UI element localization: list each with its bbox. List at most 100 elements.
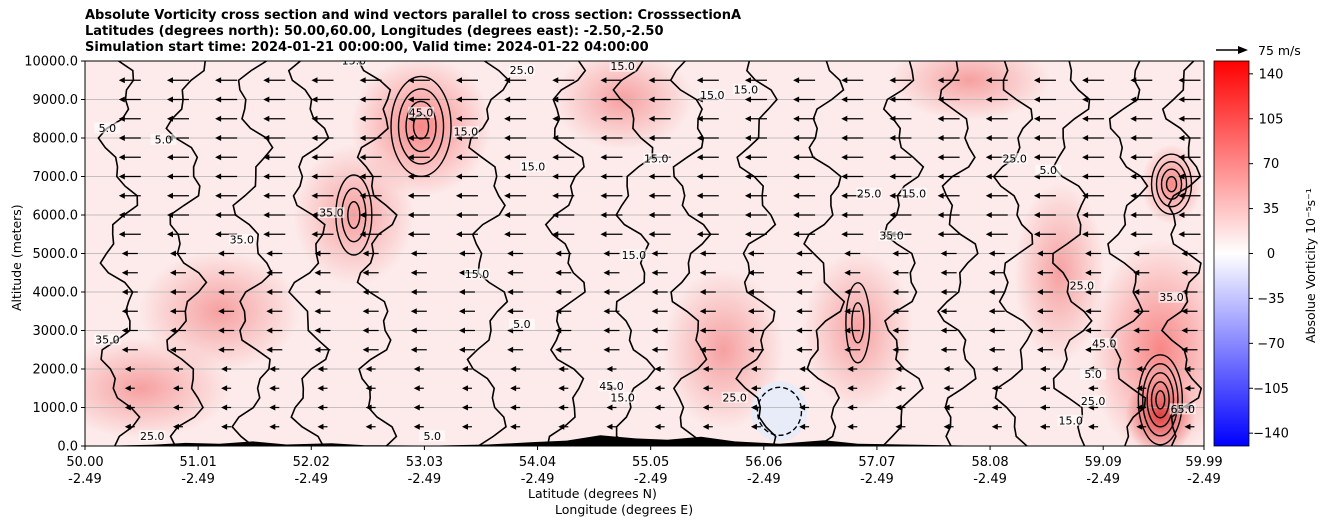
wind-vector-head	[118, 77, 125, 84]
wind-vector-head	[215, 135, 222, 141]
wind-vector-head	[699, 289, 706, 295]
wind-vector-head	[1082, 96, 1089, 103]
contour-label: 15.0	[454, 126, 479, 139]
contour-line	[735, 61, 778, 446]
contour-label-bg	[1035, 164, 1062, 176]
wind-vector-head	[121, 308, 128, 315]
x-tick-label-lon: -2.49	[634, 472, 668, 487]
contour-label: 35.0	[230, 233, 255, 246]
wind-vector-head	[606, 366, 613, 372]
wind-vector-head	[555, 250, 562, 257]
wind-vector-head	[172, 385, 179, 392]
wind-vector-head	[937, 77, 944, 84]
wind-vector-head	[799, 366, 806, 372]
contour-label: 5.0	[513, 318, 531, 331]
contour-label: 25.0	[1070, 280, 1095, 293]
wind-vector-head	[359, 173, 366, 180]
wind-vector-head	[407, 212, 414, 218]
x-tick-label-lat: 50.00	[66, 455, 103, 470]
wind-vector-head	[362, 289, 369, 295]
wind-vector-head	[988, 250, 995, 257]
contour-line	[882, 61, 925, 446]
wind-vector-head	[603, 269, 610, 276]
wind-vector-head	[600, 135, 607, 141]
wind-vector-head	[940, 269, 947, 276]
wind-vector-head	[362, 327, 369, 334]
wind-vector-head	[1082, 231, 1089, 238]
wind-vector-head	[1085, 269, 1092, 276]
wind-vector-head	[1130, 135, 1137, 141]
wind-vector-head	[311, 115, 318, 122]
wind-vector-head	[455, 231, 462, 238]
wind-vector-head	[744, 96, 751, 103]
x-tick-label-lon: -2.49	[860, 472, 894, 487]
contour-label-bg	[1091, 337, 1118, 349]
contour-label: 65.0	[1170, 403, 1195, 416]
wind-vector-head	[648, 115, 655, 122]
wind-vector-head	[940, 327, 947, 334]
x-tick-label-lat: 56.06	[745, 455, 782, 470]
contour-label: 25.0	[1081, 395, 1106, 408]
x-tick-label-lon: -2.49	[294, 472, 328, 487]
wind-vector-head	[407, 231, 414, 238]
wind-vector-head	[507, 308, 514, 315]
wind-vector-head	[889, 135, 896, 141]
wind-vector-head	[1130, 212, 1137, 218]
wind-vector-head	[118, 173, 125, 180]
wind-vector-head	[651, 346, 658, 353]
x-tick-label-lat: 57.07	[858, 455, 895, 470]
wind-vector-head	[648, 135, 655, 141]
wind-vector-head	[1133, 308, 1140, 315]
wind-vector-head	[1178, 192, 1185, 199]
wind-vector-head	[504, 212, 511, 218]
colorbar-tick-label: 0	[1267, 247, 1275, 262]
contour-label-bg	[508, 318, 535, 330]
wind-vector-head	[1039, 404, 1046, 411]
wind-vector-head	[218, 308, 225, 315]
wind-vector-head	[314, 308, 321, 315]
contour-line	[803, 61, 846, 446]
wind-vector-head	[555, 269, 562, 276]
x-tick-label-lat: 59.09	[1085, 455, 1122, 470]
wind-vector-head	[1085, 346, 1092, 353]
y-axis-label: Altitude (meters)	[9, 204, 24, 311]
contour-label-bg	[1080, 368, 1107, 380]
wind-vector-head	[218, 269, 225, 276]
wind-vector-head	[1036, 269, 1043, 276]
wind-vector-head	[1036, 327, 1043, 334]
wind-vector-head	[413, 423, 420, 430]
contour-label: 15.0	[610, 60, 635, 73]
wind-vector-head	[1130, 96, 1137, 103]
wind-vector-head	[263, 192, 270, 199]
wind-vector-head	[455, 192, 462, 199]
wind-vector-head	[121, 346, 128, 353]
wind-vector-head	[215, 173, 222, 180]
wind-vector-head	[841, 173, 848, 180]
contour-label: 45.0	[409, 106, 434, 119]
contour-ring	[1155, 390, 1166, 410]
shading-blob	[552, 61, 693, 150]
wind-vector-head	[895, 385, 902, 392]
wind-vector-head	[311, 77, 318, 84]
wind-vector-head	[889, 192, 896, 199]
wind-vector-head	[895, 423, 902, 430]
wind-vector-head	[169, 308, 176, 315]
y-tick-label: 7000.0	[33, 170, 79, 185]
wind-vector-head	[317, 423, 324, 430]
x-tick-label-lon: -2.49	[521, 472, 555, 487]
wind-vector-head	[793, 96, 800, 103]
contour-label: 35.0	[319, 207, 344, 220]
contour-label: 5.0	[1084, 368, 1102, 381]
wind-vector-head	[410, 289, 417, 295]
colorbar: 140 105 70 35 0 −35 −70 −105 −140	[1213, 60, 1289, 447]
wind-vector-head	[365, 404, 372, 411]
wind-vector-head	[940, 289, 947, 295]
x-tick-label-lat: 53.03	[406, 455, 443, 470]
wind-vector-head	[118, 212, 125, 218]
wind-vector-head	[1136, 423, 1143, 430]
wind-vector-head	[121, 269, 128, 276]
wind-vector-head	[841, 154, 848, 161]
wind-vector-head	[937, 231, 944, 238]
wind-vector-head	[455, 212, 462, 218]
